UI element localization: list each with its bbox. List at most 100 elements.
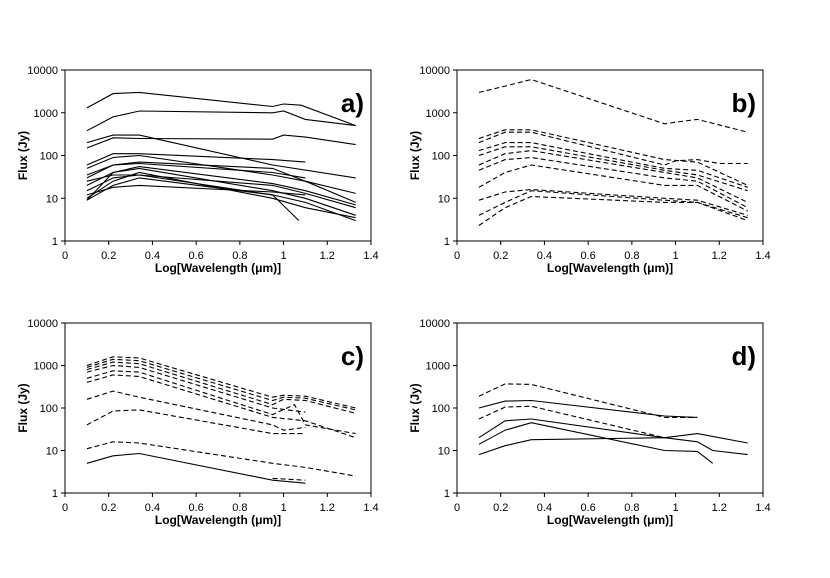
x-axis-label: Log[Wavelength (μm)] [547,513,673,527]
series-line [86,134,356,149]
series-line [478,164,748,212]
panel-label: b) [731,88,756,118]
y-tick-label: 1000 [426,108,450,120]
series-line [86,154,356,203]
series-line [86,364,306,413]
y-axis-label: Flux (Jy) [408,383,422,432]
y-tick-label: 10000 [419,318,450,330]
x-tick-label: 0.6 [188,502,203,514]
y-tick-label: 10 [438,193,450,205]
y-axis-label: Flux (Jy) [16,383,30,432]
series-line [86,171,356,219]
x-tick-label: 1.4 [755,502,770,514]
series-line [86,153,306,166]
series-line [86,409,306,435]
y-tick-label: 1000 [34,361,58,373]
series-line [478,437,748,456]
x-tick-label: 0 [62,502,68,514]
x-tick-label: 0.2 [493,502,508,514]
series-line [478,188,748,216]
panel-label: c) [341,341,364,371]
x-tick-label: 1 [673,250,679,262]
chart-panel-1: 1 10 100 1000 10000 0 0.2 0.4 0.6 0.8 1 1.2 1.4 Log[W… [16,65,379,275]
x-tick-label: 0 [454,250,460,262]
x-axis-label: Log[Wavelength (μm)] [155,513,281,527]
x-tick-label: 0.8 [624,250,639,262]
x-tick-label: 0.6 [580,502,595,514]
x-tick-label: 0.4 [145,502,160,514]
y-tick-label: 10000 [27,318,58,330]
series-line [478,399,698,418]
series-line [86,358,356,411]
series-line [478,78,748,133]
x-tick-label: 1.2 [320,250,335,262]
y-tick-label: 100 [40,403,58,415]
x-tick-label: 0.4 [145,250,160,262]
x-tick-label: 0.6 [188,250,203,262]
series-line [86,174,356,209]
x-tick-label: 1.2 [712,502,727,514]
series-line [478,195,748,226]
y-tick-label: 100 [432,151,450,163]
y-axis-label: Flux (Jy) [16,131,30,180]
series-line [86,441,356,477]
series-line [478,418,748,444]
x-tick-label: 0.2 [101,502,116,514]
plot-frame [456,69,764,242]
x-tick-label: 1.4 [363,250,378,262]
x-tick-label: 1 [281,250,287,262]
y-tick-label: 10 [46,446,58,458]
y-axis-label: Flux (Jy) [408,131,422,180]
y-tick-label: 100 [40,151,58,163]
series-line [478,131,748,166]
x-axis-label: Log[Wavelength (μm)] [155,261,281,275]
x-tick-label: 0.2 [493,250,508,262]
chart-panel-2: 1 10 100 1000 10000 0 0.2 0.4 0.6 0.8 1 1.2 1.4 Log[W… [408,65,771,275]
x-tick-label: 0.8 [232,502,247,514]
series-line [478,150,748,203]
x-tick-label: 0.8 [624,502,639,514]
x-tick-label: 1.4 [363,502,378,514]
y-tick-label: 10000 [27,65,58,77]
y-tick-label: 1000 [34,108,58,120]
series-line [86,110,356,132]
panel-label: a) [341,88,364,118]
x-tick-label: 1.2 [712,250,727,262]
panel-label: d) [731,341,756,371]
plot-frame [64,322,372,494]
y-tick-label: 1 [444,488,450,500]
x-tick-label: 0.2 [101,250,116,262]
chart-panel-4: 1 10 100 1000 10000 0 0.2 0.4 0.6 0.8 1 1.2 1.4 Log[W… [408,318,771,527]
x-tick-label: 0 [454,502,460,514]
x-tick-label: 0.6 [580,250,595,262]
x-tick-label: 0.4 [537,502,552,514]
series-line [478,422,714,464]
series-line [478,156,748,209]
series-line [478,142,748,188]
series-line [86,91,356,127]
series-line [86,162,306,179]
series-line [86,167,356,216]
series-line [86,370,356,435]
series-line [86,177,356,222]
x-tick-label: 1 [281,502,287,514]
y-tick-label: 1000 [426,361,450,373]
x-tick-label: 1.2 [320,502,335,514]
series-line [86,174,300,221]
chart-panel-3: 1 10 100 1000 10000 0 0.2 0.4 0.6 0.8 1 1.2 1.4 Log[W… [16,318,379,527]
series-line [478,405,665,439]
series-line [86,374,356,439]
x-tick-label: 0 [62,250,68,262]
y-tick-label: 10000 [419,65,450,77]
series-line [478,190,748,219]
y-tick-label: 1 [52,236,58,248]
y-tick-label: 10 [438,446,450,458]
series-line [86,452,306,484]
y-tick-label: 100 [432,403,450,415]
x-tick-label: 0.4 [537,250,552,262]
y-tick-label: 10 [46,193,58,205]
x-tick-label: 0.8 [232,250,247,262]
x-axis-label: Log[Wavelength (μm)] [547,261,673,275]
series-line [86,390,306,431]
